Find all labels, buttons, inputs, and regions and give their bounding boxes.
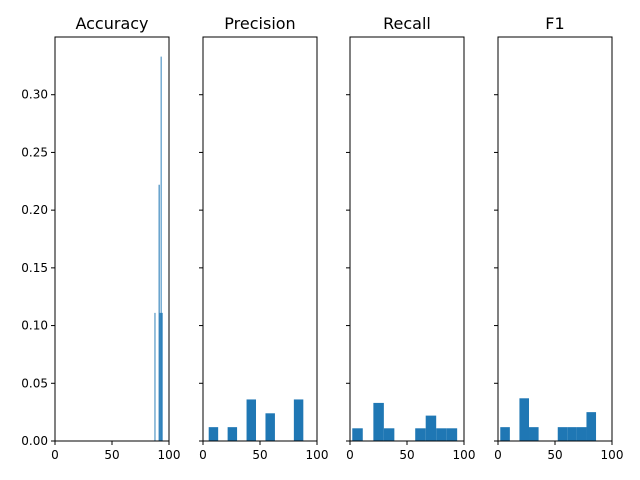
precision-bar-2 — [246, 399, 257, 441]
f1-x-tick-label-2: 100 — [601, 448, 624, 462]
recall-x-tick-label-0: 0 — [346, 448, 354, 462]
f1-bar-6 — [586, 412, 597, 441]
f1-bar-4 — [567, 427, 577, 441]
accuracy-bar-2 — [158, 184, 160, 441]
precision-x-tick-label-2: 100 — [306, 448, 329, 462]
recall-bar-4 — [425, 415, 437, 441]
panel-f1: F1 0 50 100 — [494, 14, 623, 462]
precision-bar-4 — [293, 399, 304, 441]
f1-x-tick-label-0: 0 — [494, 448, 502, 462]
accuracy-y-tick-label-4: 0.20 — [21, 203, 48, 217]
precision-bar-0 — [208, 427, 219, 441]
f1-bar-0 — [500, 427, 510, 441]
accuracy-bar-0 — [154, 312, 156, 441]
recall-x-tick-label-2: 100 — [453, 448, 476, 462]
accuracy-x-tick-label-2: 100 — [158, 448, 181, 462]
recall-bar-6 — [446, 428, 458, 441]
accuracy-y-tick-label-0: 0.00 — [21, 434, 48, 448]
f1-bar-3 — [557, 427, 568, 441]
precision-bar-1 — [227, 427, 238, 441]
precision-x-tick-label-0: 0 — [199, 448, 207, 462]
panel-recall: Recall 0 50 100 — [346, 14, 475, 462]
panel-precision: Precision 0 50 100 — [199, 14, 328, 462]
recall-x-tick-label-1: 50 — [399, 448, 414, 462]
precision-title: Precision — [224, 14, 295, 33]
panels-group: Accuracy 0 50 100 0.00 0.05 0.10 0.15 0.20 0.25 0.… — [21, 14, 623, 462]
recall-bar-5 — [436, 428, 447, 441]
precision-bar-3 — [265, 413, 275, 441]
f1-title: F1 — [545, 14, 564, 33]
accuracy-y-tick-label-5: 0.25 — [21, 145, 48, 159]
accuracy-bar-4 — [160, 56, 162, 442]
precision-x-tick-label-1: 50 — [252, 448, 267, 462]
accuracy-title: Accuracy — [75, 14, 148, 33]
recall-bar-1 — [373, 402, 384, 441]
f1-bar-2 — [529, 427, 539, 441]
recall-title: Recall — [383, 14, 431, 33]
accuracy-x-tick-label-1: 50 — [104, 448, 119, 462]
accuracy-bar-5 — [161, 312, 163, 441]
recall-bar-2 — [383, 428, 395, 441]
recall-bar-3 — [415, 428, 426, 441]
f1-bar-5 — [576, 427, 587, 441]
accuracy-y-tick-label-1: 0.05 — [21, 376, 48, 390]
f1-x-tick-label-1: 50 — [547, 448, 562, 462]
accuracy-y-tick-label-2: 0.10 — [21, 319, 48, 333]
f1-bar-1 — [519, 398, 530, 441]
accuracy-y-tick-label-3: 0.15 — [21, 261, 48, 275]
panel-accuracy: Accuracy 0 50 100 0.00 0.05 0.10 0.15 0.20 0.25 0.… — [21, 14, 180, 462]
accuracy-bar-3 — [159, 312, 161, 441]
accuracy-y-tick-label-6: 0.30 — [21, 88, 48, 102]
accuracy-x-tick-label-0: 0 — [51, 448, 59, 462]
recall-bar-0 — [352, 428, 363, 441]
